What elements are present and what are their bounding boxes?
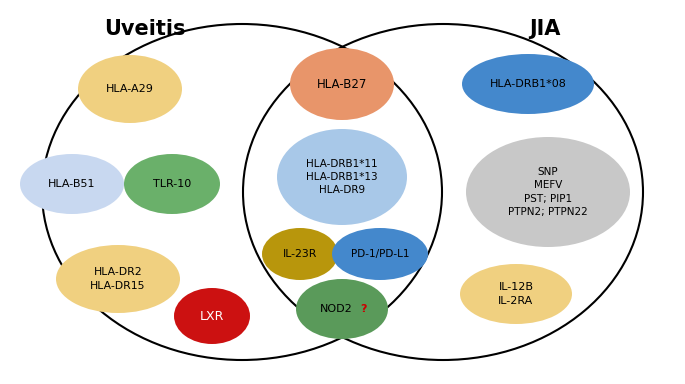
Text: NOD2: NOD2 [320, 304, 352, 314]
Ellipse shape [20, 154, 124, 214]
Ellipse shape [332, 228, 428, 280]
Text: HLA-B51: HLA-B51 [48, 179, 96, 189]
Ellipse shape [290, 48, 394, 120]
Text: HLA-A29: HLA-A29 [106, 84, 154, 94]
Ellipse shape [174, 288, 250, 344]
Text: ?: ? [361, 304, 367, 314]
Ellipse shape [124, 154, 220, 214]
Ellipse shape [462, 54, 594, 114]
Text: JIA: JIA [530, 19, 561, 39]
Text: TLR-10: TLR-10 [153, 179, 191, 189]
Text: PD-1/PD-L1: PD-1/PD-L1 [351, 249, 409, 259]
Text: HLA-DRB1*11
HLA-DRB1*13
HLA-DR9: HLA-DRB1*11 HLA-DRB1*13 HLA-DR9 [306, 159, 378, 195]
Text: SNP
MEFV
PST; PIP1
PTPN2; PTPN22: SNP MEFV PST; PIP1 PTPN2; PTPN22 [508, 167, 588, 217]
Ellipse shape [56, 245, 180, 313]
Text: HLA-B27: HLA-B27 [316, 78, 367, 91]
Ellipse shape [466, 137, 630, 247]
Ellipse shape [460, 264, 572, 324]
Ellipse shape [277, 129, 407, 225]
Text: IL-12B
IL-2RA: IL-12B IL-2RA [499, 282, 534, 306]
Text: IL-23R: IL-23R [283, 249, 317, 259]
Text: HLA-DRB1*08: HLA-DRB1*08 [490, 79, 566, 89]
Text: HLA-DR2
HLA-DR15: HLA-DR2 HLA-DR15 [90, 267, 146, 291]
Ellipse shape [296, 279, 388, 339]
Ellipse shape [262, 228, 338, 280]
Text: Uveitis: Uveitis [104, 19, 186, 39]
Ellipse shape [78, 55, 182, 123]
Text: LXR: LXR [200, 310, 224, 323]
